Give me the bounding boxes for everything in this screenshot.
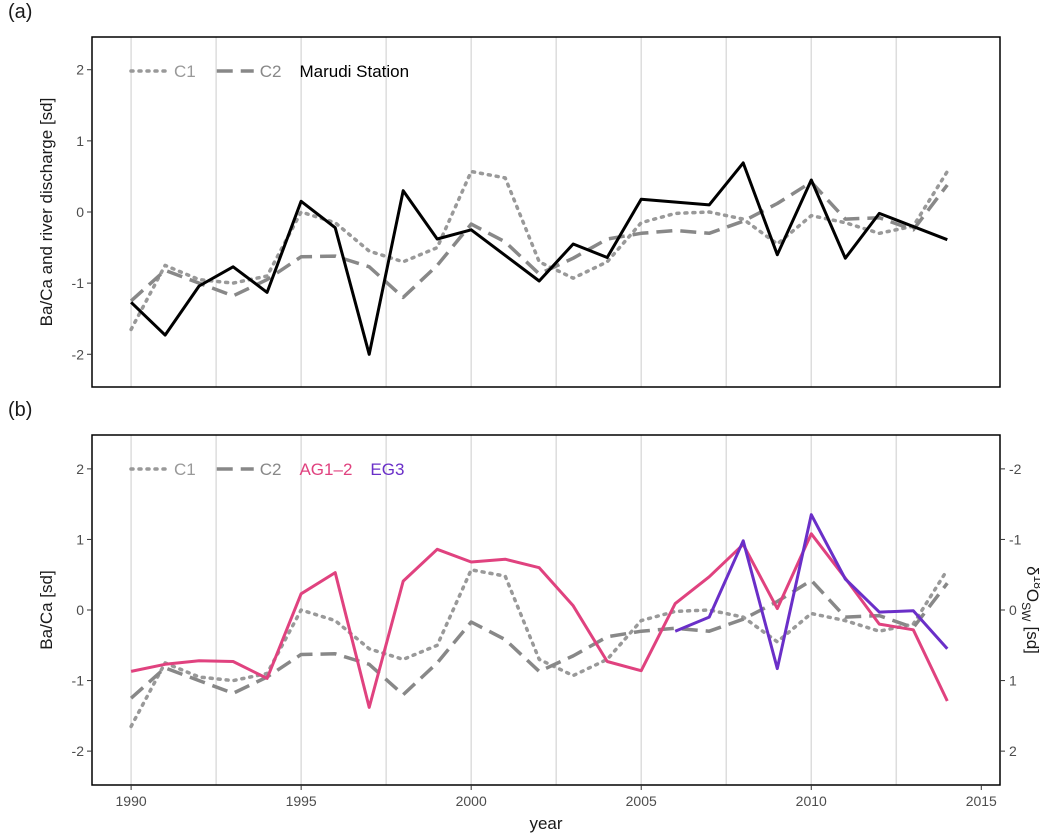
y2-axis-label-part: 18 bbox=[1031, 576, 1040, 590]
legend-label: C1 bbox=[174, 62, 196, 81]
legend-label: C2 bbox=[260, 62, 282, 81]
y-tick-label: 2 bbox=[76, 62, 84, 78]
series-line bbox=[129, 578, 949, 700]
panel-label: (b) bbox=[8, 399, 32, 421]
y-tick-label: -2 bbox=[72, 346, 85, 362]
x-tick-label: 2015 bbox=[966, 793, 997, 809]
y-tick-label: 0 bbox=[76, 602, 84, 618]
x-tick-label: 1990 bbox=[116, 793, 147, 809]
y-tick-label: 1 bbox=[76, 133, 84, 149]
plot-frame bbox=[91, 36, 1001, 388]
x-tick-label: 2010 bbox=[796, 793, 827, 809]
series-line bbox=[674, 513, 949, 671]
y-axis-label: Ba/Ca [sd] bbox=[37, 570, 56, 649]
y-tick-label: 0 bbox=[76, 204, 84, 220]
panel-label: (a) bbox=[8, 1, 32, 23]
y-tick-label: -1 bbox=[72, 275, 85, 291]
x-tick-label: 2005 bbox=[626, 793, 657, 809]
series-line bbox=[129, 180, 949, 303]
y-tick-label: 2 bbox=[76, 461, 84, 477]
y2-tick-label: -2 bbox=[1009, 461, 1022, 477]
y2-tick-label: 0 bbox=[1009, 602, 1017, 618]
y2-tick-label: 2 bbox=[1009, 743, 1017, 759]
series-line bbox=[130, 161, 948, 356]
x-tick-label: 1995 bbox=[286, 793, 317, 809]
legend-label: Marudi Station bbox=[299, 62, 409, 81]
y2-axis-label-part: O bbox=[1023, 589, 1040, 602]
y-tick-label: 1 bbox=[76, 531, 84, 547]
series-line bbox=[129, 169, 950, 332]
x-tick-label: 2000 bbox=[456, 793, 487, 809]
legend-label: C1 bbox=[174, 460, 196, 479]
y-tick-label: -1 bbox=[72, 673, 85, 689]
y2-axis-label-part: δ bbox=[1023, 566, 1040, 575]
x-axis-label: year bbox=[529, 814, 562, 833]
y-axis-label: Ba/Ca and river discharge [sd] bbox=[37, 98, 56, 327]
series-line bbox=[130, 532, 949, 709]
series-line bbox=[129, 568, 950, 729]
plot-frame bbox=[91, 434, 1001, 786]
y2-axis-label-part: [sd] bbox=[1023, 627, 1040, 654]
legend-label: C2 bbox=[260, 460, 282, 479]
legend-label: AG1–2 bbox=[299, 460, 352, 479]
y2-tick-label: -1 bbox=[1009, 531, 1022, 547]
legend-label: EG3 bbox=[370, 460, 404, 479]
y2-axis-label-part: SW bbox=[1019, 602, 1033, 622]
y2-axis-label: δ18OSW [sd] bbox=[1019, 566, 1040, 654]
y-tick-label: -2 bbox=[72, 743, 85, 759]
y2-tick-label: 1 bbox=[1009, 673, 1017, 689]
